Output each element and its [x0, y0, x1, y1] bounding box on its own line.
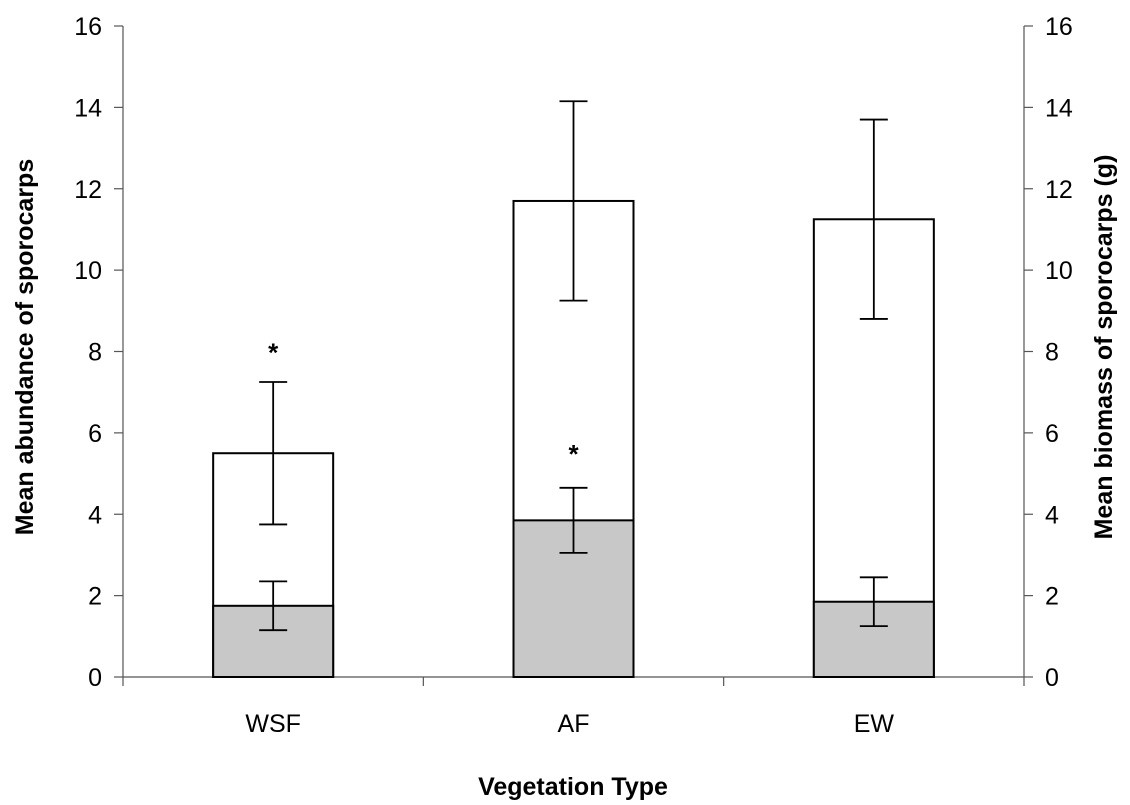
y2-tick-label: 16 [1045, 13, 1073, 41]
y2-tick-label: 14 [1045, 94, 1073, 122]
y-tick-label: 14 [74, 94, 102, 122]
y-axis-title: Mean abundance of sporocarps [11, 159, 39, 535]
x-tick-label: AF [558, 710, 590, 738]
error-bars [259, 100, 888, 632]
y-tick-label: 2 [88, 583, 102, 611]
significance-asterisk: * [568, 439, 579, 469]
x-axis-title: Vegetation Type [478, 773, 668, 801]
y2-tick-label: 8 [1045, 339, 1059, 367]
y2-tick-label: 12 [1045, 176, 1073, 204]
significance-asterisk: * [268, 337, 279, 367]
labels: 0 2 4 6 8 10 12 14 16 0 2 4 6 8 10 12 14 16 WSF AF EW * * [74, 13, 1073, 738]
x-tick-label: WSF [245, 710, 301, 738]
y2-tick-label: 4 [1045, 501, 1059, 529]
y-tick-label: 16 [74, 13, 102, 41]
y2-tick-label: 10 [1045, 257, 1073, 285]
y-tick-label: 4 [88, 501, 102, 529]
x-tick-label: EW [854, 710, 895, 738]
y-tick-label: 6 [88, 420, 102, 448]
y2-axis-title: Mean biomass of sporocarps (g) [1090, 155, 1118, 540]
y2-tick-label: 6 [1045, 420, 1059, 448]
y-tick-label: 10 [74, 257, 102, 285]
y-tick-label: 0 [88, 664, 102, 692]
y-tick-label: 8 [88, 339, 102, 367]
y2-tick-label: 2 [1045, 583, 1059, 611]
y-tick-label: 12 [74, 176, 102, 204]
y2-tick-label: 0 [1045, 664, 1059, 692]
